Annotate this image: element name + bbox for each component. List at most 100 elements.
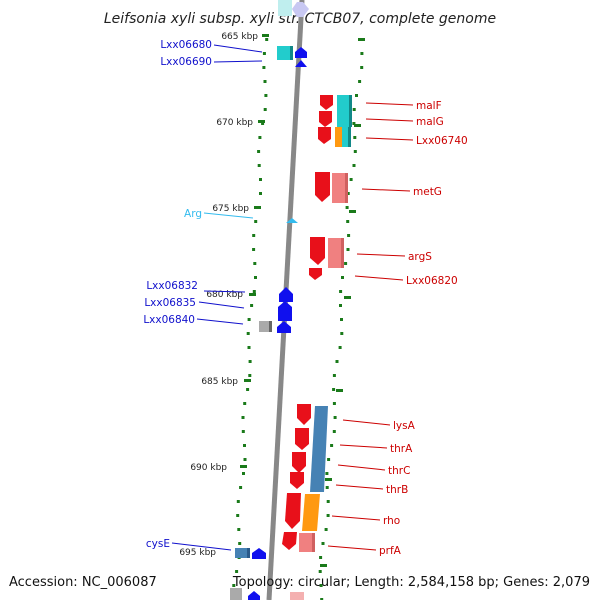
cds-reverse-arrow	[295, 47, 307, 58]
gc-mark	[346, 220, 350, 223]
gc-mark	[338, 346, 342, 349]
cyan-feature	[278, 0, 292, 16]
tick-mark	[354, 124, 361, 127]
gene-label[interactable]: Lxx06820	[406, 275, 458, 287]
gc-mark	[246, 332, 250, 335]
tick-mark	[344, 296, 351, 299]
gc-track-right	[318, 38, 364, 600]
top-features	[278, 0, 309, 17]
gene-label[interactable]: Lxx06740	[416, 135, 468, 147]
cds-reverse-arrow	[295, 60, 307, 67]
gc-mark	[259, 192, 262, 195]
gc-mark	[340, 332, 344, 335]
gc-mark	[341, 276, 344, 279]
gene-label[interactable]: lysA	[393, 420, 416, 432]
gene-label[interactable]: thrB	[386, 484, 408, 496]
gc-mark	[360, 52, 364, 55]
steelblue-feature	[310, 406, 328, 492]
features-thr	[290, 404, 328, 492]
features-malF	[318, 95, 352, 147]
gene-label[interactable]: prfA	[379, 545, 402, 557]
gc-mark	[241, 416, 245, 419]
features-665	[277, 46, 307, 67]
gene-label[interactable]: Lxx06690	[160, 56, 212, 68]
gc-mark	[319, 556, 323, 559]
gc-mark	[252, 290, 256, 293]
salmon-feature	[328, 238, 342, 268]
tick-label: 665 kbp	[221, 32, 258, 42]
cds-forward-arrow	[285, 493, 301, 529]
cds-reverse-arrow	[277, 321, 291, 333]
gc-mark	[326, 514, 330, 517]
gc-mark	[339, 290, 343, 293]
gene-label[interactable]: metG	[413, 186, 442, 198]
gene-label[interactable]: Lxx06835	[144, 297, 196, 309]
gc-mark	[352, 122, 356, 125]
gc-mark	[257, 164, 261, 167]
gc-mark	[327, 458, 331, 461]
gc-mark	[320, 598, 324, 600]
tick-mark	[358, 38, 365, 41]
salmon-feature	[290, 592, 304, 600]
right-leaders	[327, 102, 414, 551]
tick-mark	[325, 478, 332, 481]
gene-label[interactable]: cysE	[146, 538, 170, 550]
cds-forward-arrow	[310, 237, 325, 265]
leader-line	[337, 464, 386, 471]
leader-line	[361, 188, 411, 192]
salmon-feature	[299, 533, 313, 552]
gene-label[interactable]: malG	[416, 116, 444, 128]
gc-mark	[332, 402, 336, 405]
cyan-feature-edge	[349, 95, 352, 127]
gc-mark	[344, 262, 348, 265]
gray-feature-edge	[269, 321, 272, 332]
tick-labels: 665 kbp 670 kbp 675 kbp 680 kbp 685 kbp …	[179, 32, 258, 558]
tick-label: 680 kbp	[206, 290, 243, 300]
gc-mark	[242, 472, 245, 475]
gc-mark	[352, 108, 356, 111]
cds-reverse-arrow	[278, 301, 292, 321]
leader-line	[171, 542, 232, 551]
gc-mark	[332, 388, 336, 391]
cyan-feature	[337, 95, 351, 127]
gene-label[interactable]: thrC	[388, 465, 410, 477]
features-680	[259, 287, 293, 333]
trna-label[interactable]: Arg	[184, 208, 202, 220]
tick-mark	[336, 389, 343, 392]
gc-mark	[353, 136, 357, 139]
leader-line	[198, 301, 245, 309]
gene-label[interactable]: thrA	[390, 443, 413, 455]
tick-mark	[249, 293, 256, 296]
leader-line	[331, 515, 381, 521]
gene-label[interactable]: Lxx06680	[160, 39, 212, 51]
gc-mark	[355, 94, 358, 97]
gc-mark	[347, 234, 351, 237]
leader-line	[356, 253, 406, 257]
gc-mark	[254, 220, 258, 223]
cds-forward-arrow	[315, 172, 330, 202]
gc-mark	[243, 444, 246, 447]
left-leaders	[171, 44, 263, 551]
gene-label[interactable]: Lxx06840	[143, 314, 195, 326]
gc-mark	[243, 402, 247, 405]
leader-line	[365, 102, 414, 106]
gc-mark	[252, 234, 256, 237]
cds-forward-arrow	[297, 404, 311, 425]
gc-mark	[237, 528, 241, 531]
gene-label[interactable]: argS	[408, 251, 432, 263]
gc-mark	[262, 52, 266, 55]
gc-mark	[236, 514, 240, 517]
leader-line	[203, 290, 246, 293]
gene-label[interactable]: Lxx06832	[146, 280, 198, 292]
gene-label[interactable]: malF	[416, 100, 442, 112]
gc-mark	[340, 318, 343, 321]
leader-line	[335, 484, 384, 490]
gc-mark	[258, 136, 262, 139]
gc-mark	[254, 276, 257, 279]
gc-mark	[352, 164, 356, 167]
tick-label: 695 kbp	[179, 548, 216, 558]
steelblue-feature-edge	[247, 548, 250, 558]
leader-line	[213, 44, 263, 53]
orange-feature	[335, 127, 342, 147]
gene-label[interactable]: rho	[383, 515, 400, 527]
